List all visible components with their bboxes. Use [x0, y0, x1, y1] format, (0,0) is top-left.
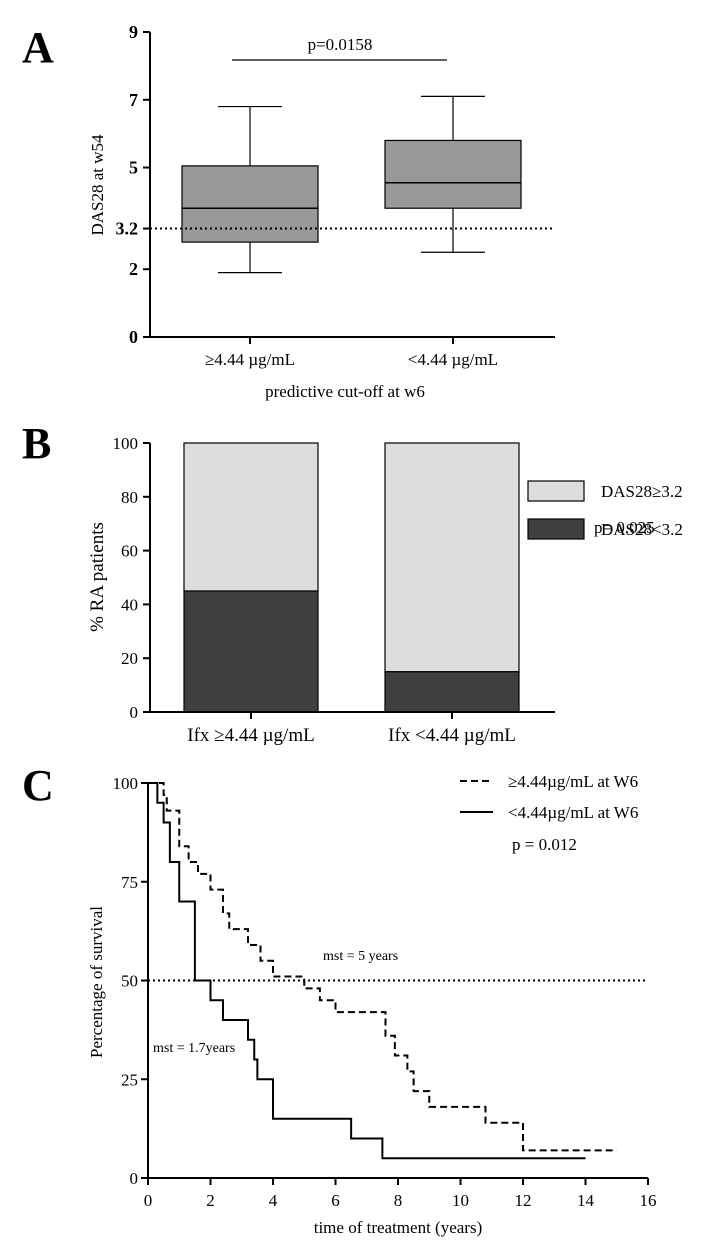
y-tick-label: 40 — [121, 595, 138, 614]
legend-label: ≥4.44µg/mL at W6 — [508, 772, 638, 791]
survival-line-high — [148, 782, 617, 1152]
panel-letter-c: C — [22, 761, 54, 810]
x-tick-label: 12 — [515, 1191, 532, 1210]
y-tick-label: 100 — [113, 774, 139, 793]
y-tick-label: 50 — [121, 972, 138, 991]
panel-b-p-value: p= 0.025 — [594, 518, 655, 537]
panel-a-boxplot: 0 2 3.2 5 7 9 ≥4.44 µg/mL <4.44 µg/mL p=0.0158… — [88, 22, 555, 401]
x-tick-label: Ifx ≥4.44 µg/mL — [187, 725, 314, 746]
legend-swatch — [527, 480, 585, 502]
panel-a-p-value: p=0.0158 — [308, 35, 373, 54]
y-tick-label: 0 — [129, 327, 138, 347]
x-tick-label: ≥4.44 µg/mL — [205, 350, 295, 369]
x-tick-label: 0 — [144, 1191, 153, 1210]
y-tick-label: 80 — [121, 488, 138, 507]
y-tick-label: 60 — [121, 542, 138, 561]
panel-b-y-axis-label: % RA patients — [87, 522, 108, 632]
panel-letter-b: B — [22, 419, 51, 468]
y-tick-label: 25 — [121, 1070, 138, 1089]
y-tick-label: 7 — [129, 90, 138, 110]
y-tick-label: 3.2 — [116, 219, 139, 239]
y-tick-label: 2 — [129, 259, 138, 279]
y-tick-label: 100 — [113, 434, 139, 453]
x-tick-label: 8 — [394, 1191, 403, 1210]
panel-c-y-axis-label: Percentage of survival — [87, 906, 106, 1058]
panel-c-survival: 0 25 50 75 100 0 2 4 6 8 10 12 14 16 mst = 5 years m… — [87, 772, 657, 1237]
x-tick-label: 10 — [452, 1191, 469, 1210]
box-iqr — [384, 139, 522, 209]
x-tick-label: <4.44 µg/mL — [408, 350, 498, 369]
x-tick-label: Ifx <4.44 µg/mL — [388, 725, 516, 746]
panel-letter-a: A — [22, 23, 54, 72]
x-tick-label: 6 — [331, 1191, 340, 1210]
x-tick-label: 14 — [577, 1191, 595, 1210]
bar-segment — [384, 442, 520, 673]
legend-label: DAS28<3.2 — [601, 520, 683, 539]
mst-low-label: mst = 1.7years — [153, 1041, 235, 1056]
x-tick-label: 4 — [269, 1191, 278, 1210]
survival-line-low — [148, 782, 586, 1160]
bar-segment — [183, 442, 319, 592]
y-tick-label: 20 — [121, 649, 138, 668]
box-iqr — [181, 165, 319, 243]
y-tick-label: 0 — [130, 1169, 139, 1188]
x-tick-label: 2 — [206, 1191, 215, 1210]
y-tick-label: 0 — [130, 703, 139, 722]
panel-b-stacked-bar: 0 20 40 60 80 100 Ifx ≥4.44 µg/mL Ifx <4.44 µg… — [87, 434, 683, 746]
legend-label: <4.44µg/mL at W6 — [508, 803, 638, 822]
y-tick-label: 75 — [121, 873, 138, 892]
panel-a-y-axis-label: DAS28 at w54 — [88, 134, 107, 236]
legend-label: DAS28≥3.2 — [601, 482, 683, 501]
legend-swatch — [527, 518, 585, 540]
x-tick-label: 16 — [640, 1191, 657, 1210]
panel-a-x-axis-label: predictive cut-off at w6 — [265, 382, 425, 401]
y-tick-label: 9 — [129, 22, 138, 42]
panel-c-p-value: p = 0.012 — [512, 835, 577, 854]
y-tick-label: 5 — [129, 158, 138, 178]
bar-segment — [183, 590, 319, 713]
bar-segment — [384, 671, 520, 713]
mst-high-label: mst = 5 years — [323, 949, 398, 964]
panel-c-x-axis-label: time of treatment (years) — [314, 1218, 483, 1237]
